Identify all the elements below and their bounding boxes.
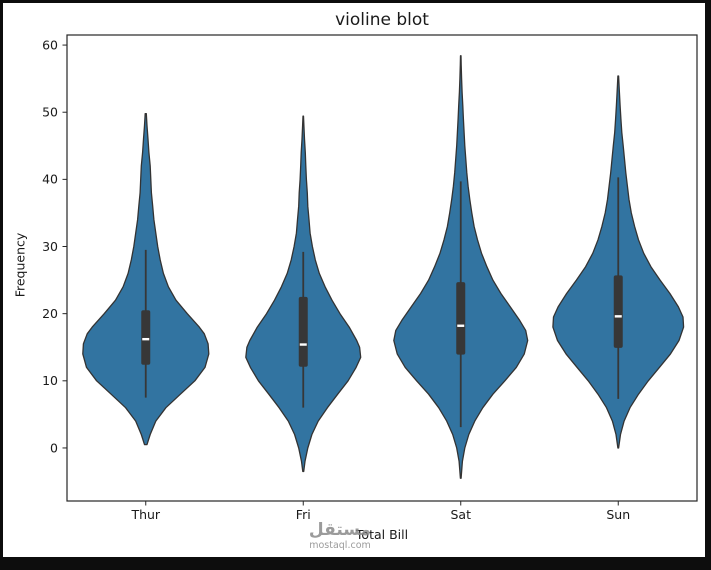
watermark-domain-text: mostaql.com	[309, 539, 371, 551]
chart-title: violine blot	[335, 10, 429, 30]
x-tick-label-fri: Fri	[296, 507, 311, 522]
y-tick-label-60: 60	[42, 37, 58, 52]
median-thur	[142, 337, 150, 341]
y-tick-label-40: 40	[42, 172, 58, 187]
y-tick-label-50: 50	[42, 105, 58, 120]
x-tick-label-thur: Thur	[130, 507, 160, 522]
median-sun	[614, 315, 622, 318]
x-tick-label-sun: Sun	[606, 507, 630, 522]
watermark: مستقل mostaql.com	[280, 520, 400, 551]
violin-plot-canvas: Thur Fri Sat Sun 0 10 20 30 40 50 60	[42, 34, 698, 522]
matplotlib-figure: Thur Fri Sat Sun 0 10 20 30 40 50 60 violine blot …	[3, 3, 705, 557]
y-axis-label: Frequency	[12, 232, 28, 298]
x-tick-label-sat: Sat	[451, 507, 472, 522]
y-tick-label-0: 0	[50, 440, 58, 455]
y-tick-label-10: 10	[42, 373, 58, 388]
axes-frame	[66, 34, 698, 502]
y-tick-label-30: 30	[42, 239, 58, 254]
median-fri	[299, 343, 307, 346]
box-fri	[298, 296, 308, 367]
y-tick-label-20: 20	[42, 306, 58, 321]
box-sun	[613, 275, 623, 348]
box-sat	[456, 282, 466, 355]
x-axis-label: Total Bill	[355, 527, 409, 542]
watermark-arabic-text: مستقل	[308, 520, 372, 540]
median-sat	[457, 324, 465, 327]
box-thur	[141, 310, 151, 365]
